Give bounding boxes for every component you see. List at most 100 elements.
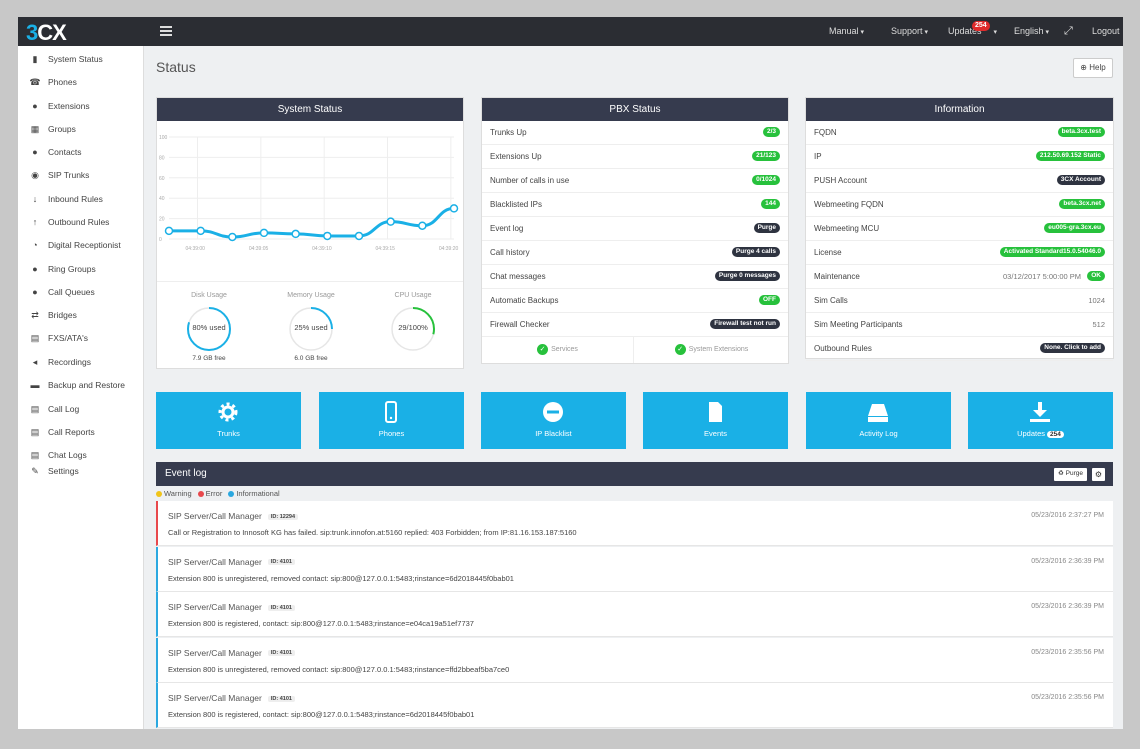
sidebar-item-settings[interactable]: ✎ Settings xyxy=(18,463,144,479)
event-source: SIP Server/Call Manager ID: 4101 xyxy=(168,693,295,703)
tile-ip-blacklist[interactable]: IP Blacklist xyxy=(481,392,626,449)
status-badge[interactable]: OK xyxy=(1087,271,1105,281)
logo[interactable]: 3CX xyxy=(26,20,67,45)
sidebar-item-call-reports[interactable]: ▤ Call Reports xyxy=(18,424,144,440)
event-row[interactable]: SIP Server/Call Manager ID: 4101 Extension… xyxy=(156,683,1113,728)
menu-toggle-icon[interactable] xyxy=(160,26,172,37)
sidebar-item-call-queues[interactable]: ● Call Queues xyxy=(18,284,144,300)
headset-icon: ◔ xyxy=(32,240,38,250)
event-source-text: SIP Server/Call Manager xyxy=(168,647,262,658)
event-timestamp: 05/23/2016 2:35:56 PM xyxy=(1031,648,1104,656)
status-badge[interactable]: beta.3cx.test xyxy=(1057,127,1105,137)
x-tick-label: 04:39:20 xyxy=(439,246,459,252)
services-label: Services xyxy=(551,346,578,353)
tile-phones[interactable]: Phones xyxy=(319,392,464,449)
speaker-icon: ◂ xyxy=(32,357,38,367)
gauge-arc xyxy=(289,307,333,351)
sidebar-item-recordings[interactable]: ◂ Recordings xyxy=(18,354,144,370)
information-row: Sim Calls 1024 xyxy=(806,289,1113,313)
event-log-settings-button[interactable]: ⚙ xyxy=(1092,468,1105,481)
status-badge[interactable]: 21/123 xyxy=(752,151,780,161)
tile-updates[interactable]: Updates 254 xyxy=(968,392,1113,449)
purge-label: Purge xyxy=(1065,470,1083,477)
pbx-status-row: Trunks Up 2/3 xyxy=(482,121,788,145)
sidebar-item-backup-and-restore[interactable]: ▬ Backup and Restore xyxy=(18,377,144,393)
status-badge[interactable]: Purge xyxy=(753,223,780,233)
sidebar-item-call-log[interactable]: ▤ Call Log xyxy=(18,401,144,417)
status-badge[interactable]: Purge 4 calls xyxy=(731,247,780,257)
status-badge[interactable]: None. Click to add xyxy=(1040,343,1105,353)
sidebar-item-label: Outbound Rules xyxy=(48,217,110,227)
event-message: Extension 800 is registered, contact: si… xyxy=(168,619,474,628)
help-button[interactable]: ⊕ Help xyxy=(1073,58,1113,78)
sidebar-item-outbound-rules[interactable]: ↑ Outbound Rules xyxy=(18,214,144,230)
sidebar-item-groups[interactable]: ▦ Groups xyxy=(18,121,144,137)
event-row[interactable]: SIP Server/Call Manager ID: 12294 Call or … xyxy=(156,501,1113,546)
sidebar-item-fxs-ata-s[interactable]: ▤ FXS/ATA's xyxy=(18,330,144,346)
sidebar-item-label: Call Log xyxy=(48,404,80,414)
status-badge[interactable]: Firewall test not run xyxy=(710,319,780,329)
tile-label-text: IP Blacklist xyxy=(535,429,572,438)
status-badge[interactable]: 212.50.69.152 Static xyxy=(1035,151,1105,161)
event-row[interactable]: SIP Server/Call Manager ID: 4101 Extension… xyxy=(156,592,1113,637)
information-row: Webmeeting MCU eu005-gra.3cx.eu xyxy=(806,217,1113,241)
sidebar-item-system-status[interactable]: ▮ System Status xyxy=(18,51,144,67)
language-menu[interactable]: English ▾ xyxy=(1014,17,1049,46)
data-point xyxy=(323,231,332,241)
pbx-status-row: Extensions Up 21/123 xyxy=(482,145,788,169)
tile-label-text: Trunks xyxy=(217,429,240,438)
event-row[interactable]: SIP Server/Call Manager ID: 4101 Extension… xyxy=(156,546,1113,592)
data-point xyxy=(386,217,395,226)
tile-activity-log[interactable]: Activity Log xyxy=(806,392,951,449)
help-label: Help xyxy=(1089,63,1106,72)
sidebar-item-extensions[interactable]: ● Extensions xyxy=(18,98,144,114)
sidebar-item-inbound-rules[interactable]: ↓ Inbound Rules xyxy=(18,191,144,207)
status-badge[interactable]: 3CX Account xyxy=(1056,175,1105,185)
gauge-label: CPU Usage xyxy=(394,292,432,299)
event-row[interactable]: SIP Server/Call Manager ID: 4101 Extension… xyxy=(156,637,1113,683)
information-row: FQDN beta.3cx.test xyxy=(806,121,1113,145)
event-id-badge: ID: 4101 xyxy=(267,695,295,702)
language-label: English xyxy=(1014,26,1044,36)
status-badge[interactable]: beta.3cx.net xyxy=(1059,199,1105,209)
legend-dot xyxy=(156,491,162,498)
updates-count-badge: 254 xyxy=(972,21,990,31)
tile-label-text: Phones xyxy=(378,429,405,438)
support-menu[interactable]: Support ▾ xyxy=(891,17,928,46)
sidebar-item-digital-receptionist[interactable]: ◔ Digital Receptionist xyxy=(18,237,144,253)
support-label: Support xyxy=(891,26,923,36)
sidebar-item-bridges[interactable]: ⇄ Bridges xyxy=(18,307,144,323)
sidebar-item-chat-logs[interactable]: ▤ Chat Logs xyxy=(18,447,144,463)
status-badge[interactable]: eu005-gra.3cx.eu xyxy=(1044,223,1105,233)
sidebar-item-contacts[interactable]: ● Contacts xyxy=(18,144,144,160)
information-row: Webmeeting FQDN beta.3cx.net xyxy=(806,193,1113,217)
event-source-text: SIP Server/Call Manager xyxy=(168,511,262,521)
logout-link[interactable]: Logout xyxy=(1092,26,1120,36)
tile-trunks[interactable]: Trunks xyxy=(156,392,301,449)
system-extensions-status[interactable]: ✓ System Extensions xyxy=(635,337,788,363)
status-badge[interactable]: OFF xyxy=(759,295,780,305)
tile-events[interactable]: Events xyxy=(643,392,788,449)
gear-icon xyxy=(214,401,242,423)
updates-menu[interactable]: Updates 254 ▾ xyxy=(948,17,1003,46)
gauge-subtext: 7.9 GB free xyxy=(192,355,226,362)
data-point xyxy=(291,229,300,239)
fullscreen-icon[interactable]: ⤢ xyxy=(1064,25,1073,37)
status-badge[interactable]: 0/1024 xyxy=(752,175,780,185)
sidebar-item-label: Call Reports xyxy=(48,427,95,437)
row-value: 03/12/2017 5:00:00 PM xyxy=(1003,272,1081,281)
event-log-header: Event log ♻ Purge ⚙ xyxy=(156,462,1113,486)
status-badge[interactable]: 2/3 xyxy=(762,127,780,137)
pbx-status-row: Automatic Backups OFF xyxy=(482,289,788,313)
status-badge[interactable]: Activated Standard15.0.54046.0 xyxy=(999,247,1105,257)
purge-events-button[interactable]: ♻ Purge xyxy=(1054,468,1087,481)
services-status[interactable]: ✓ Services xyxy=(482,337,634,363)
status-badge[interactable]: Purge 0 messages xyxy=(714,271,780,281)
gauge-subtext: 6.0 GB free xyxy=(294,355,328,362)
sidebar-item-label: Contacts xyxy=(48,147,82,157)
sidebar-item-phones[interactable]: ☎ Phones xyxy=(18,74,144,90)
manual-menu[interactable]: Manual ▾ xyxy=(829,17,864,46)
status-badge[interactable]: 144 xyxy=(761,199,780,209)
sidebar-item-ring-groups[interactable]: ● Ring Groups xyxy=(18,261,144,277)
sidebar-item-sip-trunks[interactable]: ◉ SIP Trunks xyxy=(18,167,144,183)
